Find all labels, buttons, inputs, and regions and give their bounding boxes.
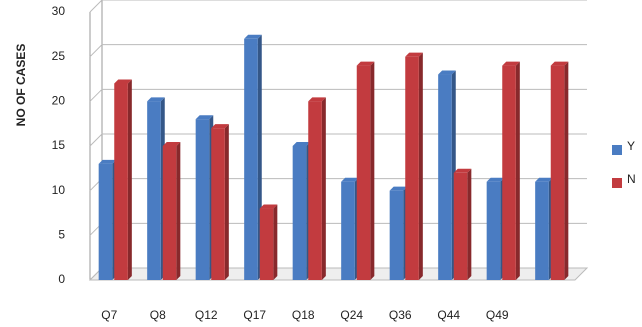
bar-top bbox=[244, 34, 262, 39]
bar bbox=[438, 74, 452, 281]
bar-top bbox=[502, 61, 520, 66]
bar-top bbox=[550, 61, 569, 66]
bar-side bbox=[176, 142, 181, 280]
bar-side bbox=[127, 79, 132, 280]
bar-top bbox=[147, 97, 165, 102]
bar-top bbox=[535, 177, 553, 182]
y-tick-label: 15 bbox=[52, 138, 66, 152]
bar-side bbox=[418, 52, 423, 280]
bar bbox=[98, 163, 113, 280]
bar-side bbox=[370, 61, 375, 280]
bar bbox=[453, 172, 468, 280]
bar bbox=[195, 119, 210, 280]
grid-line bbox=[89, 88, 587, 102]
bar bbox=[356, 65, 371, 280]
bar-top bbox=[438, 70, 456, 75]
x-tick-label: Q49 bbox=[486, 308, 509, 322]
bar-top bbox=[453, 168, 472, 173]
x-tick-label: Q44 bbox=[437, 308, 460, 322]
legend-label: N bbox=[627, 172, 636, 186]
bar bbox=[550, 65, 565, 280]
bar-top bbox=[259, 204, 278, 209]
bar-side bbox=[321, 97, 326, 280]
bar-top bbox=[389, 186, 408, 191]
bar-side bbox=[515, 61, 520, 280]
x-tick-label: Q17 bbox=[243, 308, 266, 322]
x-tick-label: Q36 bbox=[389, 308, 412, 322]
bar bbox=[244, 38, 258, 280]
bar-top bbox=[98, 159, 117, 164]
bar bbox=[308, 101, 322, 280]
y-axis-title: NO OF CASES bbox=[14, 44, 28, 127]
bar-top bbox=[195, 115, 214, 120]
y-tick-label: 0 bbox=[58, 272, 65, 286]
bar bbox=[211, 128, 225, 280]
bar bbox=[114, 83, 128, 280]
bar bbox=[292, 146, 307, 280]
bar-top bbox=[114, 79, 132, 84]
bar bbox=[502, 65, 516, 280]
grid-line bbox=[89, 44, 587, 58]
x-tick-label: Q18 bbox=[292, 308, 315, 322]
x-tick-label: Q24 bbox=[340, 308, 363, 322]
bar-top bbox=[341, 177, 359, 182]
bar-side bbox=[224, 124, 229, 280]
bar-side bbox=[467, 168, 472, 280]
y-tick-label: 10 bbox=[52, 183, 66, 197]
bar bbox=[535, 181, 549, 280]
y-tick-label: 30 bbox=[52, 4, 66, 18]
bar-top bbox=[162, 142, 181, 146]
bar-side bbox=[564, 61, 569, 280]
bar bbox=[405, 56, 419, 280]
bar-top bbox=[486, 177, 505, 182]
legend-label: Y bbox=[627, 139, 635, 153]
bar bbox=[389, 190, 404, 280]
bar-top bbox=[211, 124, 229, 129]
y-tick-label: 20 bbox=[52, 94, 66, 108]
bar bbox=[259, 208, 274, 280]
grid-line bbox=[89, 0, 587, 13]
x-tick-label: Q8 bbox=[150, 308, 166, 322]
grid-line bbox=[89, 133, 587, 147]
bar-top bbox=[356, 61, 375, 66]
bar-top bbox=[405, 52, 423, 57]
y-tick-label: 5 bbox=[58, 228, 65, 242]
bar bbox=[341, 181, 355, 280]
bar bbox=[486, 181, 501, 280]
bar-top bbox=[308, 97, 326, 102]
bar bbox=[147, 101, 161, 280]
y-tick-label: 25 bbox=[52, 49, 66, 63]
legend-swatch bbox=[612, 178, 622, 188]
bar bbox=[162, 146, 177, 280]
bar-side bbox=[273, 204, 278, 280]
bar-top bbox=[292, 142, 311, 146]
x-tick-label: Q7 bbox=[101, 308, 117, 322]
legend-swatch bbox=[612, 145, 622, 155]
x-tick-label: Q12 bbox=[195, 308, 218, 322]
